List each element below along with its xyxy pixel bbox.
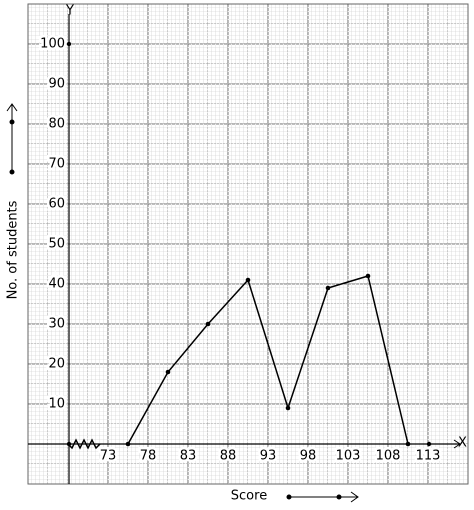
x-axis-title: Score [231,489,267,504]
x-tick-label: 113 [416,449,441,464]
point [245,277,251,283]
point [325,285,331,291]
point [285,405,291,411]
point [165,369,171,375]
y-tick-label: 30 [48,317,65,332]
x-tick-label: 108 [376,449,401,464]
origin-dot [66,441,72,447]
x-tick-label: 73 [100,449,117,464]
y-axis-title: No. of students [6,200,21,299]
axis-dot [426,441,432,447]
y-axis-name: Y [65,4,74,19]
x-tick-label: 83 [180,449,197,464]
x-tick-label: 88 [220,449,237,464]
x-tick-label: 103 [336,449,361,464]
point [205,321,211,327]
y-tick-label: 20 [48,357,65,372]
axis-dot [66,41,72,47]
x-arrow [453,439,461,449]
y-tick-label: 80 [48,117,65,132]
y-tick-label: 10 [48,397,65,412]
y-tick-label: 90 [48,77,65,92]
line [127,275,409,445]
y-tick-label: 60 [48,197,65,212]
y-tick-label: 50 [48,237,65,252]
x-tick-label: 98 [300,449,317,464]
y-tick-label: 70 [48,157,65,172]
axis-break [67,438,101,450]
y-tick-label: 40 [48,277,65,292]
x-axis-name: X [458,436,467,451]
y-title-arrow [6,103,18,175]
y-tick-label: 100 [40,37,65,52]
x-title-arrow [286,491,359,503]
point [405,441,411,447]
x-tick-label: 78 [140,449,157,464]
point [365,273,371,279]
point [125,441,131,447]
x-tick-label: 93 [260,449,277,464]
